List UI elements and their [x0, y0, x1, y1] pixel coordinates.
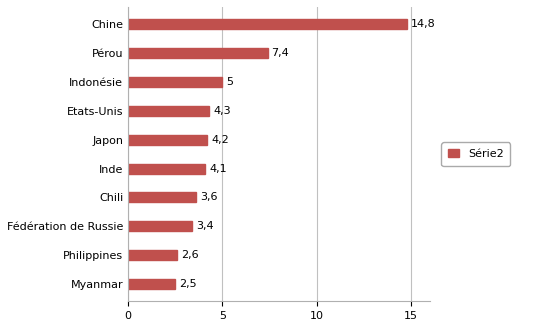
Bar — [128, 19, 407, 29]
Bar — [128, 221, 192, 231]
Text: 2,5: 2,5 — [179, 279, 197, 289]
Bar — [128, 279, 175, 289]
Text: 3,6: 3,6 — [200, 193, 217, 202]
Text: 4,1: 4,1 — [209, 164, 227, 174]
Text: 4,2: 4,2 — [211, 135, 229, 145]
Bar — [128, 250, 177, 260]
Bar — [128, 193, 196, 202]
Bar — [128, 164, 206, 174]
Text: 5: 5 — [226, 77, 233, 87]
Text: 3,4: 3,4 — [196, 221, 214, 231]
Text: 7,4: 7,4 — [272, 48, 289, 58]
Text: 14,8: 14,8 — [411, 19, 436, 29]
Legend: Série2: Série2 — [441, 142, 510, 166]
Bar — [128, 106, 209, 116]
Text: 2,6: 2,6 — [181, 250, 198, 260]
Bar — [128, 48, 268, 58]
Bar — [128, 135, 207, 145]
Bar — [128, 77, 223, 87]
Text: 4,3: 4,3 — [213, 106, 231, 116]
